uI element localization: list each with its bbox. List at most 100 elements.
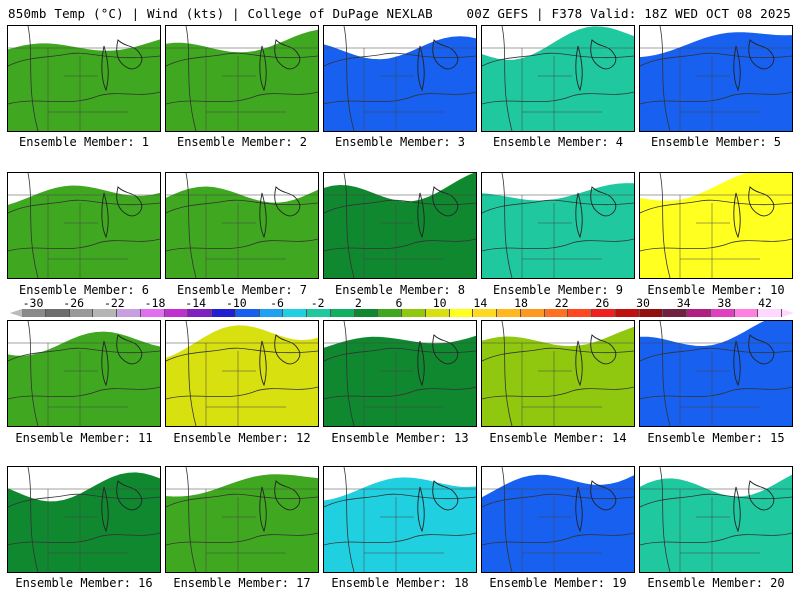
temperature-field-map <box>482 26 634 131</box>
colorbar-swatch <box>687 309 711 317</box>
temperature-band <box>640 321 792 426</box>
temperature-band <box>8 185 160 278</box>
state-boundaries <box>166 321 318 426</box>
ensemble-map-panel <box>7 466 161 573</box>
ensemble-map-panel <box>323 25 477 132</box>
colorbar-tick-label: 30 <box>636 296 650 310</box>
state-boundaries <box>166 467 318 572</box>
colorbar-swatch <box>402 309 426 317</box>
temperature-band <box>324 477 476 572</box>
colorbar-tick-labels: -30 -26 -22 -18 -14 -10 -6 -2 2 6 10 14 18 22 26 30 34 38… <box>0 296 800 310</box>
colorbar-swatch <box>283 309 307 317</box>
ensemble-map-panel <box>7 25 161 132</box>
ensemble-map-panel <box>165 466 319 573</box>
model-run-info: 00Z GEFS | F378 Valid: 18Z WED OCT 08 20… <box>466 6 791 21</box>
colorbar-swatch <box>568 309 592 317</box>
colorbar-swatch <box>592 309 616 317</box>
colorbar-swatch <box>710 309 735 317</box>
colorbar-swatch <box>520 309 545 317</box>
temperature-field-map <box>482 321 634 426</box>
state-boundaries <box>324 173 476 278</box>
temperature-field-map <box>8 26 160 131</box>
state-boundaries <box>640 26 792 131</box>
colorbar-tick-label: 2 <box>354 296 362 310</box>
ensemble-member-label: Ensemble Member: 11 <box>15 431 153 445</box>
colorbar-tick-label: -18 <box>144 296 166 310</box>
colorbar-right-arrow <box>782 309 794 317</box>
ensemble-map-panel <box>639 320 793 427</box>
state-boundaries <box>8 321 160 426</box>
colorbar-swatch <box>615 309 640 317</box>
state-boundaries <box>8 467 160 572</box>
temperature-field-map <box>166 173 318 278</box>
temperature-field-map <box>640 26 792 131</box>
ensemble-member-label: Ensemble Member: 1 <box>18 135 150 149</box>
temperature-band <box>166 186 318 278</box>
colorbar-tick-label: 22 <box>554 296 569 310</box>
temperature-field-map <box>8 321 160 426</box>
temperature-band <box>8 331 160 426</box>
temperature-field-map <box>166 26 318 131</box>
colorbar-tick-label: -26 <box>63 296 85 310</box>
colorbar-swatch <box>164 309 189 317</box>
colorbar-tick-label: 6 <box>395 296 403 310</box>
colorbar-swatch <box>473 309 497 317</box>
ensemble-map-panel <box>639 172 793 279</box>
ensemble-map-panel <box>165 172 319 279</box>
temperature-band <box>640 474 792 572</box>
colorbar-tick-label: -10 <box>225 296 247 310</box>
state-boundaries <box>482 467 634 572</box>
temperature-band <box>640 173 792 278</box>
colorbar-swatch <box>117 309 141 317</box>
ensemble-map-panel <box>481 25 635 132</box>
ensemble-member-label: Ensemble Member: 16 <box>15 576 153 590</box>
colorbar-swatch <box>69 309 94 317</box>
colorbar-tick-label: 42 <box>758 296 772 310</box>
colorbar-swatch <box>45 309 70 317</box>
ensemble-member-label: Ensemble Member: 7 <box>176 283 308 297</box>
temperature-band <box>482 183 634 278</box>
temperature-field-map <box>8 173 160 278</box>
ensemble-member-label: Ensemble Member: 4 <box>492 135 624 149</box>
state-boundaries <box>482 26 634 131</box>
ensemble-member-label: Ensemble Member: 5 <box>650 135 782 149</box>
colorbar-swatch <box>93 309 117 317</box>
state-boundaries <box>324 467 476 572</box>
ensemble-member-label: Ensemble Member: 15 <box>647 431 785 445</box>
colorbar-tick-label: -6 <box>270 296 284 310</box>
ensemble-map-panel <box>481 172 635 279</box>
ensemble-member-label: Ensemble Member: 18 <box>331 576 469 590</box>
ensemble-member-label: Ensemble Member: 6 <box>18 283 150 297</box>
state-boundaries <box>640 321 792 426</box>
colorbar-swatch <box>235 309 260 317</box>
colorbar-tick-label: -22 <box>103 296 125 310</box>
temperature-band <box>166 29 318 131</box>
state-boundaries <box>166 173 318 278</box>
colorbar-tick-label: -2 <box>310 296 325 310</box>
temperature-field-map <box>166 321 318 426</box>
colorbar-swatch <box>188 309 212 317</box>
colorbar-tick-label: 26 <box>595 296 610 310</box>
temperature-band <box>482 26 634 131</box>
ensemble-map-panel <box>7 172 161 279</box>
ensemble-map-panel <box>7 320 161 427</box>
ensemble-member-label: Ensemble Member: 19 <box>489 576 627 590</box>
colorbar-tick-label: 34 <box>676 296 691 310</box>
ensemble-member-label: Ensemble Member: 10 <box>647 283 785 297</box>
ensemble-map-panel <box>639 25 793 132</box>
colorbar-swatch <box>425 309 450 317</box>
ensemble-map-panel <box>165 25 319 132</box>
ensemble-member-label: Ensemble Member: 2 <box>176 135 308 149</box>
colorbar-swatch <box>330 309 355 317</box>
ensemble-map-panel <box>639 466 793 573</box>
temperature-band <box>482 474 634 572</box>
ensemble-map-panel <box>481 320 635 427</box>
state-boundaries <box>640 467 792 572</box>
state-boundaries <box>482 173 634 278</box>
state-boundaries <box>166 26 318 131</box>
ensemble-member-label: Ensemble Member: 12 <box>173 431 311 445</box>
ensemble-map-panel <box>481 466 635 573</box>
temperature-colorbar <box>22 309 782 317</box>
colorbar-swatch <box>378 309 402 317</box>
colorbar-left-arrow <box>10 309 22 317</box>
